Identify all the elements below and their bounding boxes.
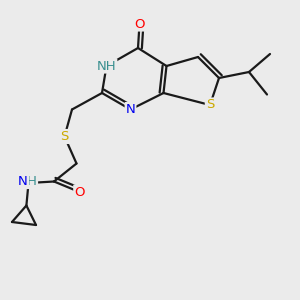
Text: O: O (134, 17, 145, 31)
Text: NH: NH (97, 59, 116, 73)
Text: O: O (74, 185, 85, 199)
Text: S: S (60, 130, 69, 143)
Text: N: N (126, 103, 135, 116)
Text: H: H (27, 175, 37, 188)
Text: S: S (206, 98, 214, 112)
Text: N: N (18, 175, 28, 188)
